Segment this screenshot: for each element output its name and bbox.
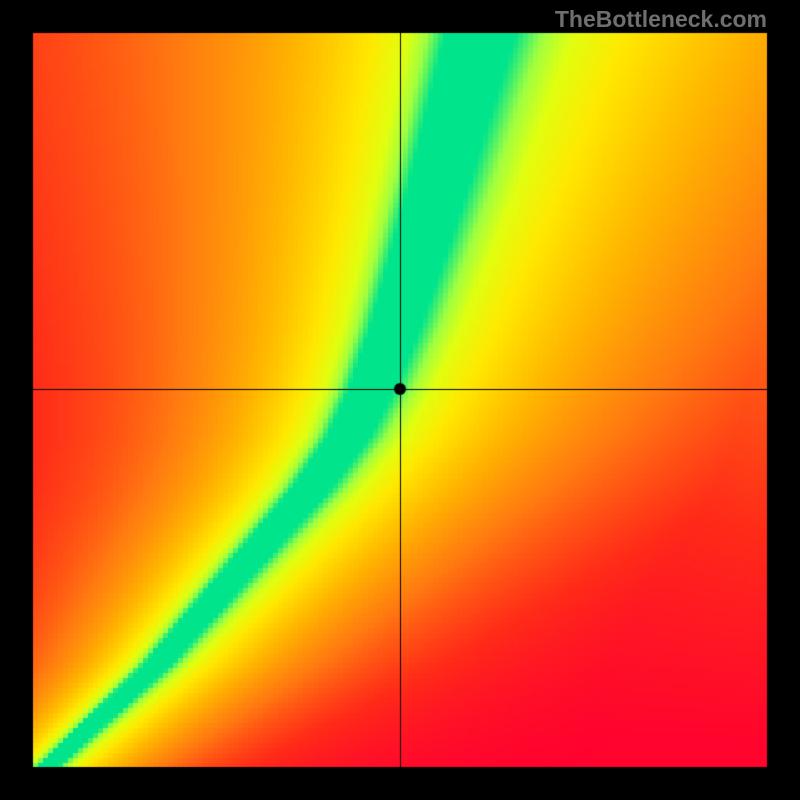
watermark-text: TheBottleneck.com (555, 6, 767, 33)
chart-container: TheBottleneck.com (0, 0, 800, 800)
bottleneck-heatmap (0, 0, 800, 800)
